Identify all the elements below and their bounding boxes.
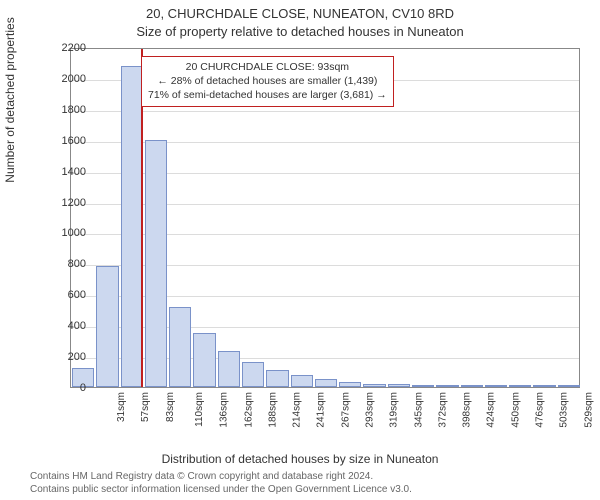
y-tick-label: 1600 bbox=[46, 135, 86, 147]
histogram-bar bbox=[436, 385, 458, 387]
x-tick-label: 162sqm bbox=[243, 392, 254, 428]
x-tick-label: 503sqm bbox=[559, 392, 570, 428]
histogram-bar bbox=[193, 333, 215, 387]
annotation-box: 20 CHURCHDALE CLOSE: 93sqm← 28% of detac… bbox=[141, 56, 394, 107]
histogram-bar bbox=[266, 370, 288, 387]
x-tick-label: 136sqm bbox=[219, 392, 230, 428]
plot-area: 20 CHURCHDALE CLOSE: 93sqm← 28% of detac… bbox=[70, 48, 580, 388]
x-axis-label: Distribution of detached houses by size … bbox=[0, 452, 600, 466]
histogram-bar bbox=[388, 384, 410, 387]
histogram-bar bbox=[509, 385, 531, 387]
histogram-bar bbox=[363, 384, 385, 387]
x-tick-label: 214sqm bbox=[292, 392, 303, 428]
histogram-bar bbox=[169, 307, 191, 387]
histogram-bar bbox=[533, 385, 555, 387]
y-tick-label: 400 bbox=[46, 320, 86, 332]
histogram-bar bbox=[461, 385, 483, 387]
histogram-bar bbox=[339, 382, 361, 387]
histogram-bar bbox=[218, 351, 240, 387]
histogram-bar bbox=[412, 385, 434, 387]
y-tick-label: 600 bbox=[46, 289, 86, 301]
x-tick-label: 476sqm bbox=[535, 392, 546, 428]
x-tick-label: 110sqm bbox=[194, 392, 205, 427]
x-tick-label: 267sqm bbox=[340, 392, 351, 428]
x-tick-label: 398sqm bbox=[462, 392, 473, 428]
x-tick-label: 529sqm bbox=[583, 392, 594, 428]
grid-line bbox=[71, 111, 579, 112]
x-tick-label: 241sqm bbox=[316, 392, 327, 428]
histogram-bar bbox=[121, 66, 143, 387]
x-tick-label: 450sqm bbox=[510, 392, 521, 428]
y-tick-label: 2000 bbox=[46, 73, 86, 85]
footer-line-1: Contains HM Land Registry data © Crown c… bbox=[30, 470, 412, 483]
chart-container: 20, CHURCHDALE CLOSE, NUNEATON, CV10 8RD… bbox=[0, 0, 600, 500]
annotation-line3: 71% of semi-detached houses are larger (… bbox=[148, 88, 387, 102]
x-tick-label: 345sqm bbox=[413, 392, 424, 428]
histogram-bar bbox=[242, 362, 264, 387]
footer-text: Contains HM Land Registry data © Crown c… bbox=[30, 470, 412, 496]
y-tick-label: 200 bbox=[46, 351, 86, 363]
y-tick-label: 1200 bbox=[46, 197, 86, 209]
histogram-bar bbox=[558, 385, 580, 387]
y-tick-label: 2200 bbox=[46, 42, 86, 54]
x-tick-label: 57sqm bbox=[140, 392, 151, 422]
y-tick-label: 800 bbox=[46, 258, 86, 270]
y-tick-label: 1800 bbox=[46, 104, 86, 116]
histogram-bar bbox=[485, 385, 507, 387]
x-tick-label: 188sqm bbox=[267, 392, 278, 428]
x-tick-label: 31sqm bbox=[116, 392, 127, 422]
annotation-line2: ← 28% of detached houses are smaller (1,… bbox=[148, 74, 387, 88]
y-tick-label: 1400 bbox=[46, 166, 86, 178]
x-tick-label: 319sqm bbox=[389, 392, 400, 428]
y-axis-label: Number of detached properties bbox=[3, 0, 17, 250]
annotation-line1: 20 CHURCHDALE CLOSE: 93sqm bbox=[148, 60, 387, 74]
chart-title: 20, CHURCHDALE CLOSE, NUNEATON, CV10 8RD bbox=[0, 6, 600, 21]
y-tick-label: 0 bbox=[46, 382, 86, 394]
x-tick-label: 83sqm bbox=[165, 392, 176, 422]
y-tick-label: 1000 bbox=[46, 227, 86, 239]
histogram-bar bbox=[96, 266, 118, 387]
histogram-bar bbox=[145, 140, 167, 387]
histogram-bar bbox=[291, 375, 313, 387]
x-tick-label: 293sqm bbox=[365, 392, 376, 428]
footer-line-2: Contains public sector information licen… bbox=[30, 483, 412, 496]
chart-subtitle: Size of property relative to detached ho… bbox=[0, 24, 600, 39]
histogram-bar bbox=[315, 379, 337, 387]
x-tick-label: 372sqm bbox=[437, 392, 448, 428]
x-tick-label: 424sqm bbox=[486, 392, 497, 428]
